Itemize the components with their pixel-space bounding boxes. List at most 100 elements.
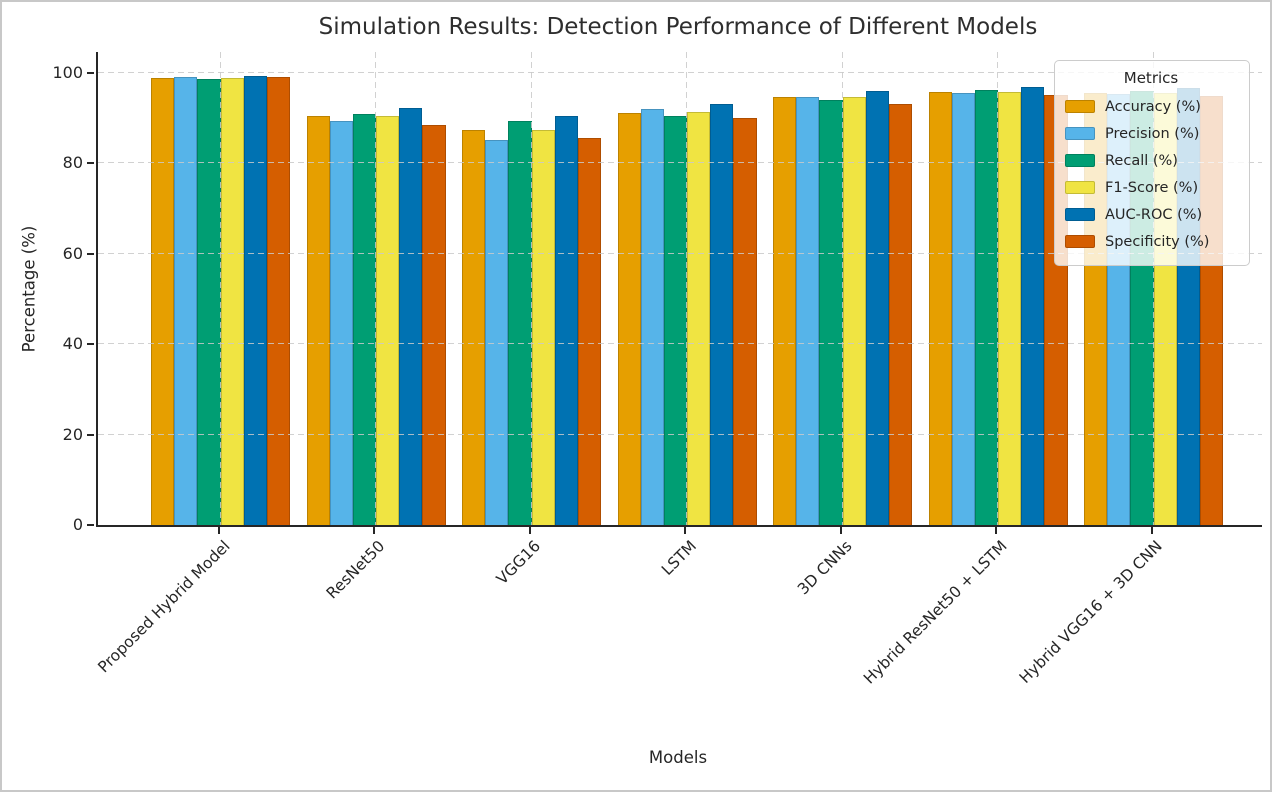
bar-accuracy-1	[306, 115, 330, 525]
legend-row-recall: Recall (%)	[1065, 147, 1237, 174]
bar-specificity-2	[577, 138, 602, 525]
bar-specificity-0	[266, 76, 291, 525]
bar-auc-roc-5	[1021, 87, 1045, 525]
h-gridline-80	[98, 162, 1262, 165]
bar-recall-2	[508, 121, 532, 525]
x-tick-3	[684, 527, 686, 534]
legend-label: Specificity (%)	[1105, 233, 1210, 250]
x-tick-text-2: VGG16	[493, 537, 545, 589]
plot-area	[96, 52, 1262, 527]
h-gridline-20	[98, 433, 1262, 436]
legend-swatch	[1065, 127, 1095, 140]
bar-recall-5	[974, 90, 999, 525]
h-gridline-60	[98, 252, 1262, 255]
legend: Metrics Accuracy (%) Precision (%) Recall …	[1054, 60, 1250, 266]
bar-accuracy-5	[928, 91, 952, 525]
bar-specificity-4	[888, 104, 913, 525]
bar-auc-roc-2	[554, 115, 578, 525]
y-tick-80	[87, 162, 94, 165]
legend-row-precision: Precision (%)	[1065, 120, 1237, 147]
bar-accuracy-0	[151, 77, 175, 525]
bar-precision-1	[329, 120, 353, 525]
x-axis-label: Models	[648, 748, 708, 767]
bar-recall-3	[663, 115, 688, 525]
bar-accuracy-4	[773, 97, 797, 525]
legend-swatch	[1065, 154, 1095, 167]
bar-recall-0	[197, 79, 221, 525]
bar-precision-4	[796, 96, 820, 525]
y-tick-20	[87, 433, 94, 436]
legend-label: Accuracy (%)	[1105, 98, 1201, 115]
legend-label: F1-Score (%)	[1105, 179, 1199, 196]
x-tick-text-6: Hybrid VGG16 + 3D CNN	[1016, 537, 1167, 687]
bar-specificity-3	[733, 117, 757, 525]
x-tick-text-5: Hybrid ResNet50 + LSTM	[860, 537, 1011, 688]
bar-precision-0	[174, 77, 198, 525]
bar-f1-score-0	[220, 77, 244, 525]
bar-f1-score-3	[687, 112, 711, 525]
legend-label: Recall (%)	[1105, 152, 1178, 169]
x-tick-text-4: 3D CNNs	[793, 537, 856, 599]
x-tick-2	[528, 527, 531, 534]
bar-f1-score-2	[531, 129, 555, 525]
y-tick-label-100: 100	[52, 63, 83, 82]
bar-precision-2	[485, 140, 509, 525]
h-gridline-40	[98, 343, 1262, 346]
bar-recall-1	[352, 113, 377, 525]
v-gridline-5	[997, 52, 999, 525]
y-tick-label-40: 40	[62, 334, 83, 354]
legend-swatch	[1065, 208, 1095, 221]
x-tick-text-1: ResNet50	[323, 537, 389, 603]
y-axis-label: Percentage (%)	[19, 225, 39, 353]
legend-swatch	[1065, 100, 1095, 113]
bar-auc-roc-3	[710, 104, 734, 525]
bar-accuracy-3	[617, 112, 641, 525]
bar-f1-score-1	[376, 116, 400, 525]
legend-label: Precision (%)	[1105, 125, 1200, 142]
x-tick-6	[1150, 527, 1153, 534]
v-gridline-0	[219, 52, 222, 525]
y-tick-60	[87, 252, 94, 255]
y-tick-0	[87, 524, 94, 526]
bar-group-3	[617, 52, 757, 525]
x-tick-1	[373, 527, 375, 534]
bar-precision-5	[951, 93, 975, 525]
bar-specificity-1	[422, 124, 446, 525]
x-tick-5	[995, 527, 997, 534]
y-tick-label-80: 80	[62, 153, 83, 173]
x-tick-0	[217, 527, 220, 534]
y-tick-100	[87, 72, 94, 74]
legend-row-accuracy: Accuracy (%)	[1065, 93, 1237, 120]
y-tick-label-20: 20	[62, 424, 83, 444]
chart-title: Simulation Results: Detection Performanc…	[318, 14, 1038, 40]
bar-group-1	[306, 52, 446, 525]
h-gridline-100	[98, 72, 1262, 74]
legend-entries: Accuracy (%) Precision (%) Recall (%) F1-Sc…	[1065, 93, 1237, 255]
x-tick-text-0: Proposed Hybrid Model	[93, 537, 234, 677]
legend-label: AUC-ROC (%)	[1105, 206, 1203, 223]
x-tick-4	[839, 527, 842, 534]
legend-row-auc-roc: AUC-ROC (%)	[1065, 201, 1237, 228]
legend-title: Metrics	[1123, 69, 1179, 87]
x-tick-text-3: LSTM	[657, 537, 700, 579]
y-tick-label-0: 0	[72, 515, 83, 534]
v-gridline-4	[841, 52, 844, 525]
v-gridline-3	[686, 52, 688, 525]
bar-auc-roc-4	[865, 91, 889, 525]
bar-precision-3	[640, 108, 664, 525]
v-gridline-1	[375, 52, 377, 525]
legend-swatch	[1065, 181, 1095, 194]
legend-row-specificity: Specificity (%)	[1065, 228, 1237, 255]
bar-group-2	[462, 52, 602, 525]
legend-swatch	[1065, 235, 1095, 248]
y-tick-40	[87, 343, 94, 346]
bar-f1-score-5	[998, 91, 1022, 525]
legend-row-f1-score: F1-Score (%)	[1065, 174, 1237, 201]
bar-group-4	[773, 52, 913, 525]
v-gridline-2	[530, 52, 533, 525]
y-tick-label-60: 60	[62, 243, 83, 263]
bar-auc-roc-0	[243, 75, 267, 525]
bar-auc-roc-1	[399, 108, 423, 525]
bar-accuracy-2	[462, 129, 486, 525]
